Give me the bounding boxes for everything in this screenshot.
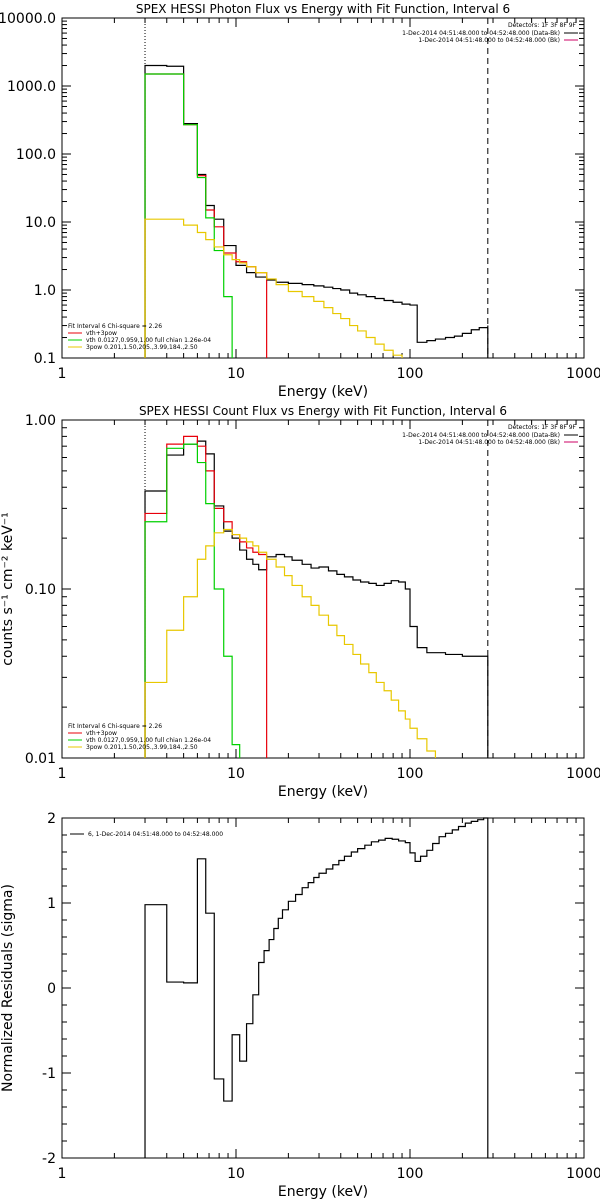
legend-top-entry: 1-Dec-2014 04:51:48.000 to 04:52:48.000 … — [402, 30, 560, 37]
y-tick-label: 1000.0 — [7, 79, 56, 95]
chart-title: SPEX HESSI Count Flux vs Energy with Fit… — [139, 404, 507, 418]
series-6 — [144, 817, 489, 1158]
legend-entry: 6, 1-Dec-2014 04:51:48.000 to 04:52:48.0… — [88, 831, 223, 838]
legend-bottom-entry: vth+3pow — [86, 330, 117, 337]
legend-bottom-entry: vth+3pow — [86, 730, 117, 737]
series-data-bk — [144, 64, 489, 358]
chart-title: SPEX HESSI Photon Flux vs Energy with Fi… — [136, 2, 510, 16]
x-tick-label: 10 — [227, 1166, 245, 1182]
chart-3: 1 10 100 1000 -2 -1 0 1 2 Energy (keV) Normalized … — [0, 811, 600, 1200]
y-axis-title: counts s⁻¹ cm⁻² keV⁻¹ — [0, 512, 16, 666]
chart-2: 1 10 100 1000 0.01 0.10 1.00 SPEX HESSI Count F… — [0, 404, 600, 800]
plot-frame — [61, 419, 585, 759]
plot-frame — [61, 817, 585, 1159]
x-tick-label: 100 — [397, 766, 424, 782]
series-3pow — [144, 528, 437, 758]
y-axis-title: Normalized Residuals (sigma) — [0, 884, 16, 1092]
legend-bottom-entry: 3pow 0.201,1.50,205.,3.99,184.,2.50 — [86, 744, 198, 751]
x-tick-label: 1000 — [566, 1166, 600, 1182]
plot-frame — [61, 17, 585, 359]
legend-top-header: Detectors: 1F 3F 8F 9F — [508, 22, 577, 29]
legend-bottom-entry: 3pow 0.201,1.50,205.,3.99,184.,2.50 — [86, 344, 198, 351]
y-tick-label: -1 — [42, 1066, 56, 1082]
x-axis-title: Energy (keV) — [278, 784, 368, 800]
y-tick-label: 1.0 — [34, 283, 56, 299]
x-tick-label: 1000 — [566, 366, 600, 382]
series-vth-3pow — [144, 435, 268, 758]
y-tick-label: 0.01 — [25, 751, 56, 767]
y-tick-label: 100.0 — [16, 147, 56, 163]
x-tick-label: 1 — [58, 766, 67, 782]
legend-bottom-entry: vth 0.0127,0.959,1.00 full chian 1.26e-0… — [86, 337, 211, 344]
series-data-bk — [144, 440, 489, 758]
y-tick-label: -2 — [42, 1151, 56, 1167]
legend-top-header: Detectors: 1F 3F 8F 9F — [508, 424, 577, 431]
y-tick-label: 2 — [47, 811, 56, 827]
y-tick-label: 0.10 — [25, 582, 56, 598]
legend-top-entry: 1-Dec-2014 04:51:48.000 to 04:52:48.000 … — [418, 439, 560, 446]
legend-bottom-header: Fit Interval 6 Chi-square = 2.26 — [68, 323, 162, 330]
x-axis-title: Energy (keV) — [278, 384, 368, 400]
x-tick-label: 10 — [227, 366, 245, 382]
series-vth — [144, 73, 233, 358]
series-3pow — [144, 218, 403, 358]
legend-top-entry: 1-Dec-2014 04:51:48.000 to 04:52:48.000 … — [402, 432, 560, 439]
y-tick-label: 1 — [47, 896, 56, 912]
legend-bottom-entry: vth 0.0127,0.959,1.00 full chian 1.26e-0… — [86, 737, 211, 744]
x-tick-label: 100 — [397, 1166, 424, 1182]
y-tick-label: 0.1 — [34, 351, 56, 367]
y-tick-label: 0 — [47, 981, 56, 997]
y-tick-label: 1.00 — [25, 413, 56, 429]
legend-bottom-header: Fit Interval 6 Chi-square = 2.26 — [68, 723, 162, 730]
x-tick-label: 10 — [227, 766, 245, 782]
x-tick-label: 100 — [397, 366, 424, 382]
series-vth — [144, 443, 241, 758]
x-tick-label: 1000 — [566, 766, 600, 782]
x-axis-title: Energy (keV) — [278, 1184, 368, 1200]
x-tick-label: 1 — [58, 1166, 67, 1182]
chart-1: 1 10 100 1000 0.1 1.0 10.0 100.0 1000.0 10000.0 SP… — [0, 2, 600, 400]
legend-top-entry: 1-Dec-2014 04:51:48.000 to 04:52:48.000 … — [418, 37, 560, 44]
y-tick-label: 10.0 — [25, 215, 56, 231]
x-tick-label: 1 — [58, 366, 67, 382]
y-tick-label: 10000.0 — [0, 11, 56, 27]
